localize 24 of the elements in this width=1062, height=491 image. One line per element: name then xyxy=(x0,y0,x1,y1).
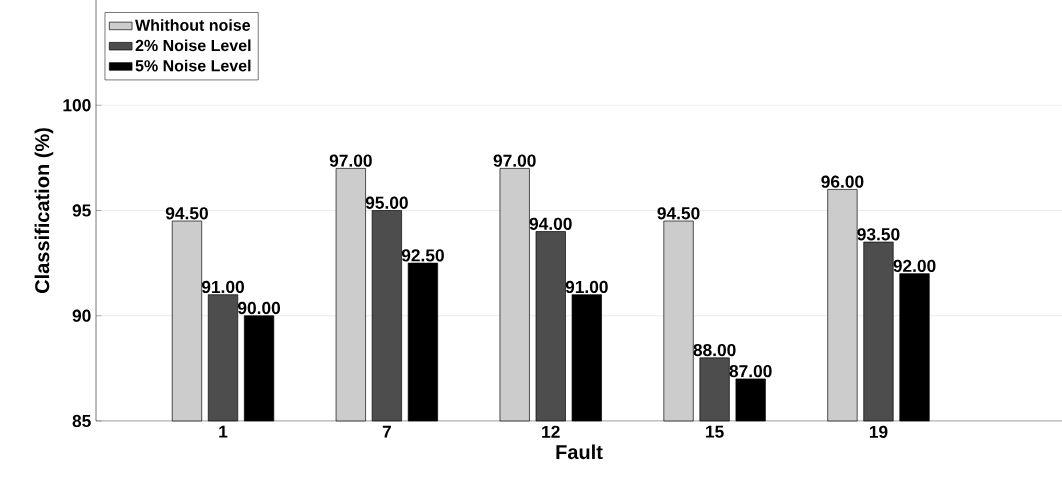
data-label: 90.00 xyxy=(237,301,281,315)
x-axis-title: Fault xyxy=(556,444,603,460)
data-label: 91.00 xyxy=(201,280,244,294)
legend-label: 2% Noise Level xyxy=(135,39,251,52)
data-label: 96.00 xyxy=(821,175,864,188)
y-tick-label: 95 xyxy=(72,204,91,217)
data-label: 97.00 xyxy=(493,154,536,167)
data-label: 94.50 xyxy=(165,207,208,220)
x-tick-label: 15 xyxy=(706,425,724,438)
x-tick-label: 7 xyxy=(382,425,391,438)
data-label: 92.50 xyxy=(401,249,444,262)
data-label: 92.00 xyxy=(893,259,936,273)
x-tick-label: 19 xyxy=(869,425,888,438)
legend-label: Whithout noise xyxy=(135,19,251,31)
x-tick-label: 12 xyxy=(542,425,560,438)
data-label: 93.50 xyxy=(857,228,900,241)
data-label: 94.50 xyxy=(657,207,700,220)
y-axis-title: Classification (%) xyxy=(34,128,54,294)
data-label: 97.00 xyxy=(329,154,372,167)
y-tick-label: 100 xyxy=(63,99,91,112)
y-tick-label: 85 xyxy=(72,414,91,428)
legend-label: 5% Noise Level xyxy=(135,59,251,72)
y-tick-label: 90 xyxy=(72,309,91,322)
x-tick-label: 1 xyxy=(219,425,228,438)
